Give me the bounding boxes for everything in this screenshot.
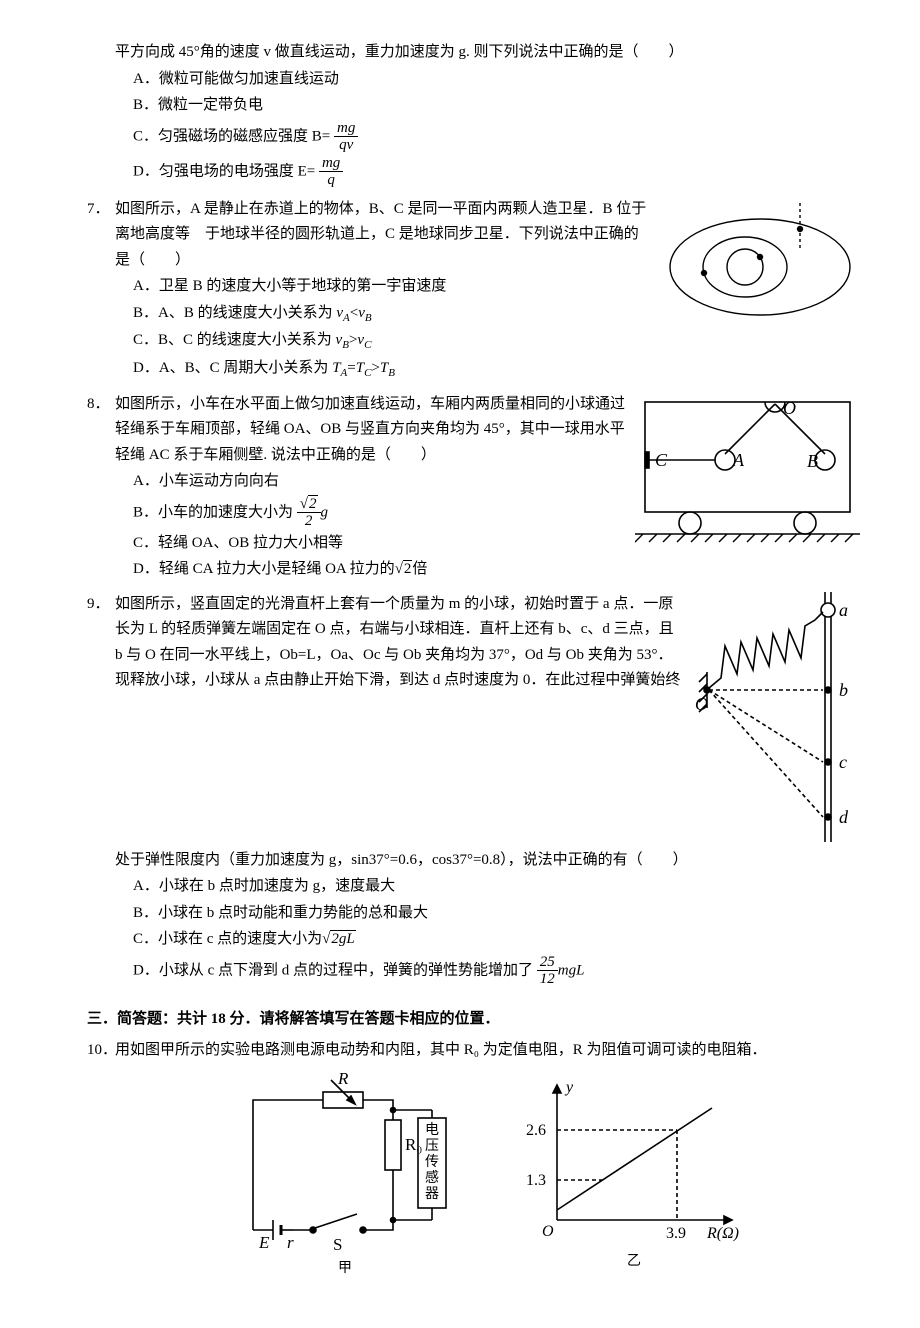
q9-opt-a: A．小球在 b 点时加速度为 g，速度最大 [133, 874, 860, 900]
svg-text:d: d [839, 807, 849, 827]
q6-d-pre: D．匀强电场的电场强度 E= [133, 163, 315, 179]
q6-options: A．微粒可能做匀加速直线运动 B．微粒一定带负电 C．匀强磁场的磁感应强度 B=… [115, 67, 860, 189]
svg-text:电: 电 [425, 1122, 439, 1138]
svg-text:A: A [732, 450, 745, 470]
svg-text:b: b [839, 680, 848, 700]
svg-text:3.9: 3.9 [666, 1225, 686, 1242]
q8-figure: O A B C [635, 392, 860, 547]
q10-stem: 用如图甲所示的实验电路测电源电动势和内阻，其中 R₀ 为定值电阻，R 为阻值可调… [115, 1038, 860, 1064]
q6-d-frac: mg q [319, 155, 343, 189]
q6-opt-a: A．微粒可能做匀加速直线运动 [133, 67, 860, 93]
question-9: 9． O a b c [115, 592, 860, 989]
svg-text:R₀: R₀ [405, 1135, 422, 1154]
q10-figures: R R₀ E r S 电 压 传 感 器 甲 [115, 1070, 860, 1280]
q6-c-frac: mg qv [334, 120, 358, 154]
svg-text:c: c [839, 752, 847, 772]
svg-text:r: r [287, 1233, 294, 1252]
q9-options: A．小球在 b 点时加速度为 g，速度最大 B．小球在 b 点时动能和重力势能的… [115, 874, 860, 988]
q9-opt-b: B．小球在 b 点时动能和重力势能的总和最大 [133, 901, 860, 927]
q6-opt-d: D．匀强电场的电场强度 E= mg q [133, 155, 860, 189]
q6-opt-c: C．匀强磁场的磁感应强度 B= mg qv [133, 120, 860, 154]
q7-figure [660, 197, 860, 327]
q9-d-frac: 25 12 [537, 954, 558, 988]
svg-text:O: O [695, 694, 708, 714]
section-3-title: 三．简答题：共计 18 分．请将解答填写在答题卡相应的位置． [87, 1007, 860, 1033]
svg-text:压: 压 [425, 1139, 439, 1154]
q6-c-pre: C．匀强磁场的磁感应强度 B= [133, 128, 330, 144]
q9-figure: O a b c d [695, 592, 860, 842]
q10-circuit: R R₀ E r S 电 压 传 感 器 甲 [223, 1070, 473, 1280]
q9-opt-c: C．小球在 c 点的速度大小为2gL [133, 927, 860, 953]
q6-opt-b: B．微粒一定带负电 [133, 93, 860, 119]
svg-text:S: S [333, 1235, 342, 1254]
svg-text:感: 感 [425, 1169, 439, 1186]
svg-text:1.3: 1.3 [526, 1172, 546, 1189]
svg-text:传: 传 [425, 1154, 439, 1170]
q8-number: 8． [87, 392, 110, 418]
q7-opt-c: C．B、C 的线速度大小关系为 vB>vC [133, 328, 860, 355]
svg-text:乙: 乙 [627, 1253, 641, 1269]
svg-text:2.6: 2.6 [526, 1122, 546, 1139]
svg-text:B: B [807, 451, 818, 471]
question-7: 7． 如图所示，A 是静止在赤道上的物体，B、C 是同一平面内两颗人造卫星．B … [115, 197, 860, 384]
svg-text:a: a [839, 600, 848, 620]
question-8: 8． [115, 392, 860, 584]
svg-text:E: E [258, 1233, 270, 1252]
svg-text:y: y [564, 1079, 574, 1096]
svg-text:器: 器 [425, 1187, 439, 1202]
svg-text:O: O [783, 398, 796, 418]
q9-opt-d: D．小球从 c 点下滑到 d 点的过程中，弹簧的弹性势能增加了 25 12 mg… [133, 954, 860, 988]
q8-b-frac: 2 2 [297, 496, 321, 530]
question-6-continued: 平方向成 45°角的速度 v 做直线运动，重力加速度为 g. 则下列说法中正确的… [115, 40, 860, 189]
question-10: 10． 用如图甲所示的实验电路测电源电动势和内阻，其中 R₀ 为定值电阻，R 为… [115, 1038, 860, 1280]
q8-opt-d: D．轻绳 CA 拉力大小是轻绳 OA 拉力的2倍 [133, 557, 860, 583]
q10-graph: y R(Ω) O 1.3 2.6 3.9 乙 [512, 1070, 752, 1270]
q10-number: 10． [87, 1038, 117, 1064]
q7-number: 7． [87, 197, 110, 223]
svg-text:R(Ω): R(Ω) [706, 1225, 739, 1242]
svg-text:R: R [337, 1070, 349, 1088]
q9-number: 9． [87, 592, 110, 618]
svg-text:O: O [542, 1223, 554, 1240]
q6-stem: 平方向成 45°角的速度 v 做直线运动，重力加速度为 g. 则下列说法中正确的… [115, 40, 860, 66]
q7-opt-d: D．A、B、C 周期大小关系为 TA=TC>TB [133, 356, 860, 383]
svg-text:C: C [655, 450, 668, 470]
svg-text:甲: 甲 [338, 1261, 352, 1276]
